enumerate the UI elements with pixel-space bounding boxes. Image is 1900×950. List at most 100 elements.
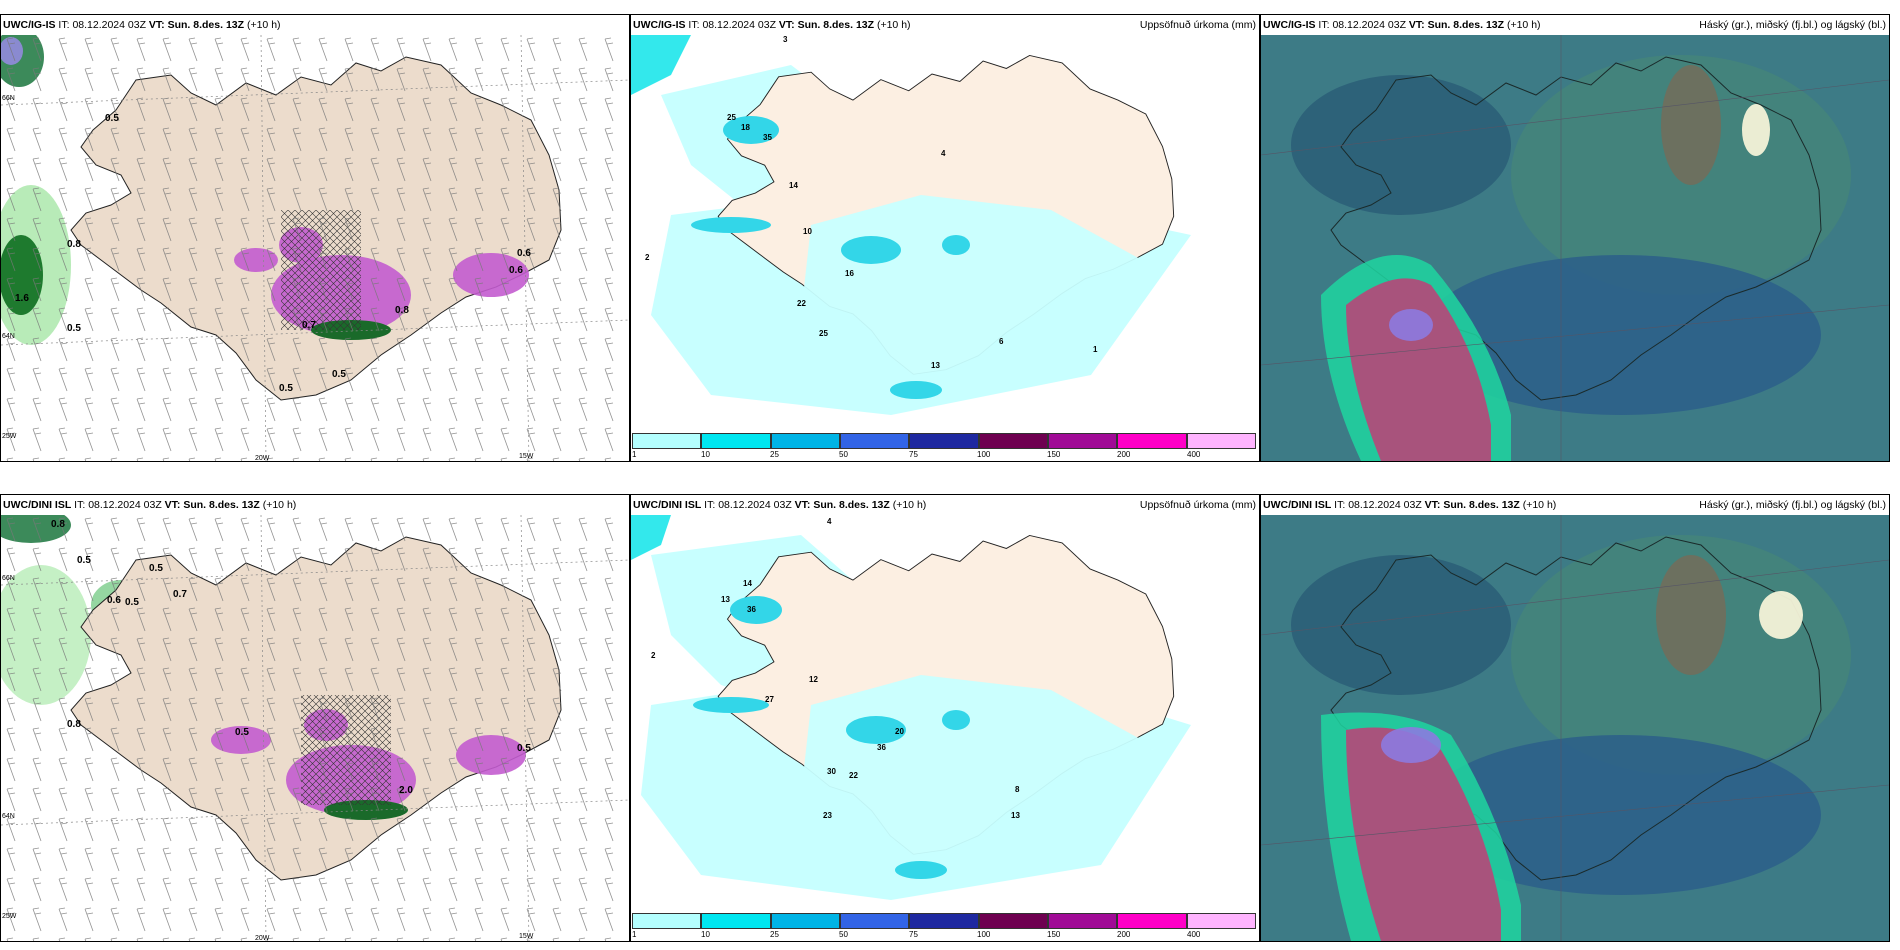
valid-label: VT:	[148, 19, 165, 31]
value-label: 14	[789, 181, 798, 190]
value-label: 0.5	[279, 383, 293, 394]
precip-title: Uppsöfnuð úrkoma (mm)	[1139, 19, 1256, 31]
colorbar-tick: 100	[977, 930, 991, 939]
precip-area-mid	[890, 381, 942, 399]
colorbar-tick: 400	[1187, 450, 1201, 459]
run-time: 08.12.2024 03Z	[718, 499, 792, 511]
value-label: 1	[1093, 345, 1098, 354]
value-label: 0.5	[67, 323, 81, 334]
low-cloud	[1421, 255, 1821, 415]
colorbar-tick: 75	[909, 450, 918, 459]
lead-time: (+10 h)	[876, 19, 911, 31]
model-name: UWC/DINI ISL	[633, 499, 702, 511]
run-time: 08.12.2024 03Z	[1332, 19, 1406, 31]
colorbar-tick: 400	[1187, 930, 1201, 939]
colorbar-swatch	[1047, 913, 1118, 929]
colorbar-swatch	[1186, 913, 1256, 929]
colorbar-tick: 10	[701, 450, 710, 459]
model-name: UWC/IG-IS	[633, 19, 686, 31]
axis-label: 66N	[2, 95, 15, 102]
axis-label: 64N	[2, 813, 15, 820]
model-name: UWC/DINI ISL	[3, 499, 72, 511]
value-label: 0.5	[332, 369, 346, 380]
colorbar-tick: 25	[770, 450, 779, 459]
value-label: 36	[747, 605, 756, 614]
wind-barbs	[1, 515, 629, 941]
run-label: IT:	[1334, 499, 1346, 511]
run-label: IT:	[74, 499, 86, 511]
colorbar: 1 10 25 50 75 100 150 200 400	[631, 431, 1259, 461]
value-label: 23	[823, 811, 832, 820]
high-cloud	[1759, 591, 1803, 639]
cloud-title: Háský (gr.), miðský (fj.bl.) og lágský (…	[1699, 19, 1886, 31]
run-time: 08.12.2024 03Z	[1348, 499, 1422, 511]
panel-header: UWC/DINI ISL IT: 08.12.2024 03Z VT: Sun.…	[1, 495, 629, 515]
axis-label: 20W	[255, 455, 270, 462]
colorbar-tick: 50	[839, 930, 848, 939]
value-label: 0.8	[67, 719, 81, 730]
colorbar-swatch	[839, 433, 910, 449]
wind-map	[1, 515, 629, 941]
colorbar-tick: 200	[1117, 930, 1131, 939]
colorbar-tick: 25	[770, 930, 779, 939]
model-name: UWC/IG-IS	[1263, 19, 1316, 31]
run-time: 08.12.2024 03Z	[702, 19, 776, 31]
value-label: 0.5	[77, 555, 91, 566]
colorbar-swatch	[909, 433, 979, 449]
wind-map	[1, 35, 629, 461]
value-label: 2	[645, 253, 650, 262]
run-label: IT:	[58, 19, 70, 31]
valid-label: VT:	[1408, 19, 1425, 31]
precip-corner	[631, 35, 691, 95]
precip-area-mid	[942, 235, 970, 255]
value-label: 2	[651, 651, 656, 660]
valid-label: VT:	[1424, 499, 1441, 511]
valid-time: Sun. 8.des. 13Z	[797, 19, 875, 31]
model-name: UWC/DINI ISL	[1263, 499, 1332, 511]
colorbar-tick: 10	[701, 930, 710, 939]
lead-time: (+10 h)	[246, 19, 281, 31]
colorbar-swatch	[839, 913, 910, 929]
value-label: 0.6	[107, 595, 121, 606]
valid-time: Sun. 8.des. 13Z	[167, 19, 245, 31]
lead-time: (+10 h)	[1522, 499, 1557, 511]
wind-panel-bottom: UWC/DINI ISL IT: 08.12.2024 03Z VT: Sun.…	[0, 494, 630, 942]
cloud-map	[1261, 35, 1889, 461]
value-label: 25	[819, 329, 828, 338]
precip-map	[631, 515, 1259, 911]
precip-map	[631, 35, 1259, 431]
value-label: 30	[827, 767, 836, 776]
precip-area-mid	[942, 710, 970, 730]
colorbar-swatch	[1117, 913, 1187, 929]
low-cloud	[1291, 555, 1511, 695]
value-label: 36	[877, 743, 886, 752]
valid-time: Sun. 8.des. 13Z	[813, 499, 890, 511]
colorbar-swatch	[978, 433, 1048, 449]
value-label: 0.5	[235, 727, 249, 738]
valid-label: VT:	[794, 499, 811, 511]
precip-area-mid	[841, 236, 901, 264]
value-label: 13	[721, 595, 730, 604]
high-cloud	[1742, 104, 1770, 156]
value-label: 16	[845, 269, 854, 278]
value-label: 2.0	[399, 785, 413, 796]
value-label: 27	[765, 695, 774, 704]
value-label: 0.5	[105, 113, 119, 124]
precip-panel-bottom: UWC/DINI ISL IT: 08.12.2024 03Z VT: Sun.…	[630, 494, 1260, 942]
value-label: 0.8	[51, 519, 65, 530]
axis-label: 64N	[2, 333, 15, 340]
model-name: UWC/IG-IS	[3, 19, 56, 31]
wind-barbs	[1, 35, 629, 461]
colorbar-swatch	[632, 913, 702, 929]
lead-time: (+10 h)	[1506, 19, 1541, 31]
colorbar-swatch	[1117, 433, 1187, 449]
value-label: 0.8	[67, 239, 81, 250]
panel-header: UWC/DINI ISL IT: 08.12.2024 03Z VT: Sun.…	[1261, 495, 1889, 515]
colorbar-swatch	[770, 913, 840, 929]
run-label: IT:	[1318, 19, 1330, 31]
value-label: 0.5	[517, 743, 531, 754]
value-label: 10	[803, 227, 812, 236]
cloud-title: Háský (gr.), miðský (fj.bl.) og lágský (…	[1699, 499, 1886, 511]
value-label: 13	[1011, 811, 1020, 820]
value-label: 18	[741, 123, 750, 132]
